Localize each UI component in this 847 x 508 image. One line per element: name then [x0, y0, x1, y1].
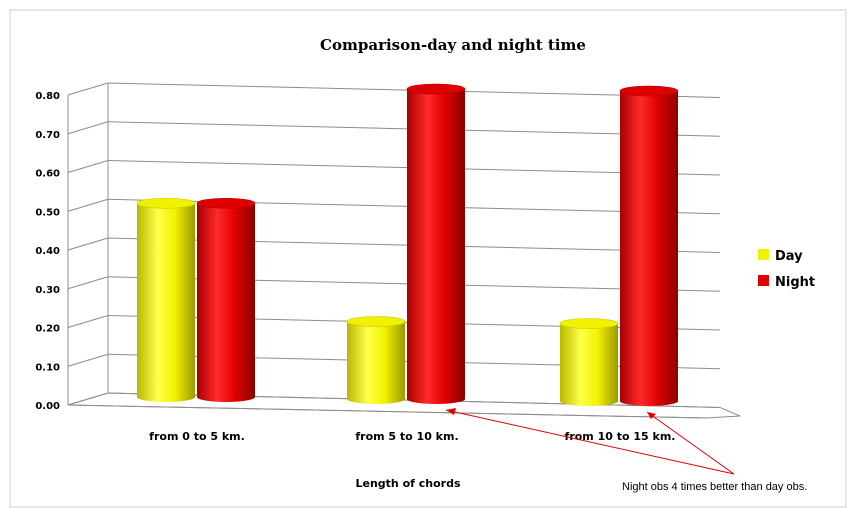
- bar-night-0: [196, 197, 256, 402]
- x-axis-categories: from 0 to 5 km. from 5 to 10 km. from 10 t…: [149, 430, 675, 443]
- bar-day-1: [346, 316, 406, 404]
- gridline-side: [67, 121, 109, 135]
- gridline-side: [67, 315, 109, 328]
- bar-body: [560, 323, 618, 406]
- annotation-arrow-2: [646, 411, 735, 475]
- annotation-arrow-1: [445, 409, 735, 475]
- x-category-label: from 10 to 15 km.: [565, 430, 676, 443]
- chart-title: Comparison-day and night time: [320, 36, 586, 54]
- x-axis-title: Length of chords: [355, 477, 460, 490]
- y-tick-label: 0.60: [35, 169, 60, 180]
- y-tick-label: 0.50: [35, 207, 60, 218]
- bar-top: [136, 197, 196, 209]
- annotation-text: Night obs 4 times better than day obs.: [622, 481, 807, 493]
- bar-top: [196, 197, 256, 209]
- legend-item-night: Night: [758, 275, 815, 290]
- bar-top: [619, 85, 679, 97]
- x-category-label: from 5 to 10 km.: [355, 430, 458, 443]
- bar-day-2: [559, 318, 619, 406]
- y-tick-label: 0.00: [35, 401, 60, 412]
- legend-item-day: Day: [758, 249, 803, 264]
- bar-top: [559, 318, 619, 329]
- gridline-side: [67, 276, 109, 290]
- bars: [136, 83, 679, 406]
- bar-body: [347, 321, 405, 404]
- legend-swatch-night: [758, 275, 769, 286]
- annotation: Night obs 4 times better than day obs.: [445, 408, 807, 493]
- bar-top: [406, 83, 466, 95]
- x-category-label: from 0 to 5 km.: [149, 430, 245, 443]
- gridline-side: [67, 353, 109, 367]
- gridline-side: [67, 237, 109, 251]
- bar-night-2: [619, 85, 679, 406]
- y-tick-label: 0.10: [35, 362, 60, 373]
- bar-top: [346, 316, 406, 327]
- gridline-side: [67, 160, 109, 173]
- y-axis-ticks: 0.00 0.10 0.20 0.30 0.40 0.50 0.60 0.70 0.80: [35, 91, 60, 412]
- bar-body: [620, 91, 678, 406]
- gridline-side: [67, 82, 109, 96]
- legend-label-day: Day: [775, 249, 803, 264]
- y-tick-label: 0.20: [35, 324, 60, 335]
- y-tick-label: 0.80: [35, 91, 60, 102]
- annotation-arrowhead-2: [647, 412, 656, 419]
- gridline-side: [67, 198, 109, 212]
- bar-night-1: [406, 83, 466, 404]
- bar-body: [407, 89, 465, 404]
- bar-body: [197, 203, 255, 402]
- bar-day-0: [136, 197, 196, 402]
- bar-body: [137, 203, 195, 402]
- legend: Day Night: [758, 249, 815, 290]
- chart-border: [9, 9, 847, 508]
- x-axis-line: [67, 404, 707, 419]
- legend-label-night: Night: [775, 275, 815, 290]
- y-tick-label: 0.40: [35, 246, 60, 257]
- y-tick-label: 0.70: [35, 130, 60, 141]
- annotation-arrowhead-1: [446, 408, 456, 415]
- legend-swatch-day: [758, 249, 769, 260]
- y-tick-label: 0.30: [35, 285, 60, 296]
